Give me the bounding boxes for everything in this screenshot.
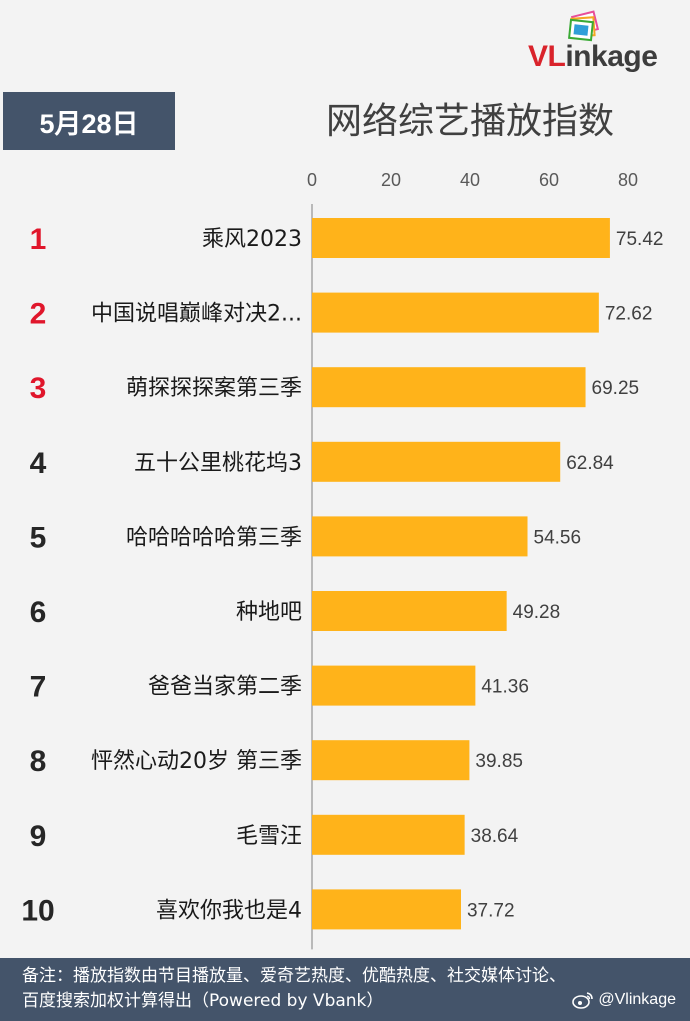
value-label: 49.28 bbox=[513, 602, 561, 623]
x-tick-label: 40 bbox=[460, 170, 480, 190]
bar bbox=[312, 889, 461, 930]
x-tick-label: 20 bbox=[381, 170, 401, 190]
bar bbox=[312, 665, 476, 706]
category-label: 萌探探探案第三季 bbox=[126, 376, 302, 401]
footer-bar: 备注：播放指数由节目播放量、爱奇艺热度、优酷热度、社交媒体讨论、百度搜索加权计算… bbox=[0, 958, 690, 1021]
rank-number: 1 bbox=[30, 223, 47, 256]
value-label: 62.84 bbox=[566, 453, 614, 474]
value-label: 38.64 bbox=[471, 826, 519, 847]
category-label: 五十公里桃花坞3 bbox=[134, 451, 302, 476]
category-label: 种地吧 bbox=[236, 600, 302, 625]
rank-number: 10 bbox=[21, 894, 54, 927]
bar bbox=[312, 740, 470, 781]
category-label: 爸爸当家第二季 bbox=[148, 675, 302, 700]
rank-number: 8 bbox=[30, 745, 47, 778]
bar bbox=[312, 441, 561, 482]
x-tick-label: 60 bbox=[539, 170, 559, 190]
bar bbox=[312, 814, 465, 855]
weibo-handle-text: @Vlinkage bbox=[598, 991, 676, 1008]
x-tick-label: 0 bbox=[307, 170, 317, 190]
category-label: 乘风2023 bbox=[202, 227, 302, 252]
value-label: 41.36 bbox=[481, 677, 529, 698]
footer-note: 备注：播放指数由节目播放量、爱奇艺热度、优酷热度、社交媒体讨论、百度搜索加权计算… bbox=[22, 966, 566, 1011]
category-label: 怦然心动20岁 第三季 bbox=[91, 749, 302, 774]
category-label: 中国说唱巅峰对决2... bbox=[91, 302, 302, 327]
bar bbox=[312, 516, 528, 557]
rank-number: 4 bbox=[30, 447, 47, 480]
rank-number: 2 bbox=[30, 298, 47, 331]
value-label: 72.62 bbox=[605, 304, 653, 325]
value-label: 75.42 bbox=[616, 229, 664, 250]
rank-number: 7 bbox=[30, 671, 47, 704]
x-tick-label: 80 bbox=[618, 170, 638, 190]
category-label: 喜欢你我也是4 bbox=[156, 898, 302, 923]
chart-title: 网络综艺播放指数 bbox=[325, 101, 614, 142]
value-label: 39.85 bbox=[475, 751, 523, 772]
vlinkage-logo: VLinkage bbox=[528, 10, 688, 80]
bar bbox=[312, 367, 586, 408]
value-label: 69.25 bbox=[592, 378, 640, 399]
weibo-handle[interactable]: @Vlinkage bbox=[572, 991, 676, 1009]
bar bbox=[312, 292, 599, 333]
rank-number: 3 bbox=[30, 372, 47, 405]
category-label: 哈哈哈哈哈第三季 bbox=[126, 525, 302, 550]
date-badge: 5月28日 bbox=[3, 92, 175, 150]
rank-number: 5 bbox=[30, 521, 47, 554]
rank-number: 9 bbox=[30, 820, 47, 853]
bar bbox=[312, 218, 610, 258]
category-label: 毛雪汪 bbox=[236, 824, 302, 849]
weibo-icon bbox=[572, 992, 594, 1009]
value-label: 54.56 bbox=[534, 527, 582, 548]
photo-stack-icon bbox=[568, 10, 600, 42]
logo-wordmark: VLinkage bbox=[528, 40, 658, 73]
bar bbox=[312, 591, 507, 631]
value-label: 37.72 bbox=[467, 900, 515, 921]
rank-number: 6 bbox=[30, 596, 47, 629]
bar-chart: 0 20 40 60 80 1 乘风2023 75.42 2 中国说唱巅峰对决2... 72.62 3… bbox=[21, 170, 664, 950]
